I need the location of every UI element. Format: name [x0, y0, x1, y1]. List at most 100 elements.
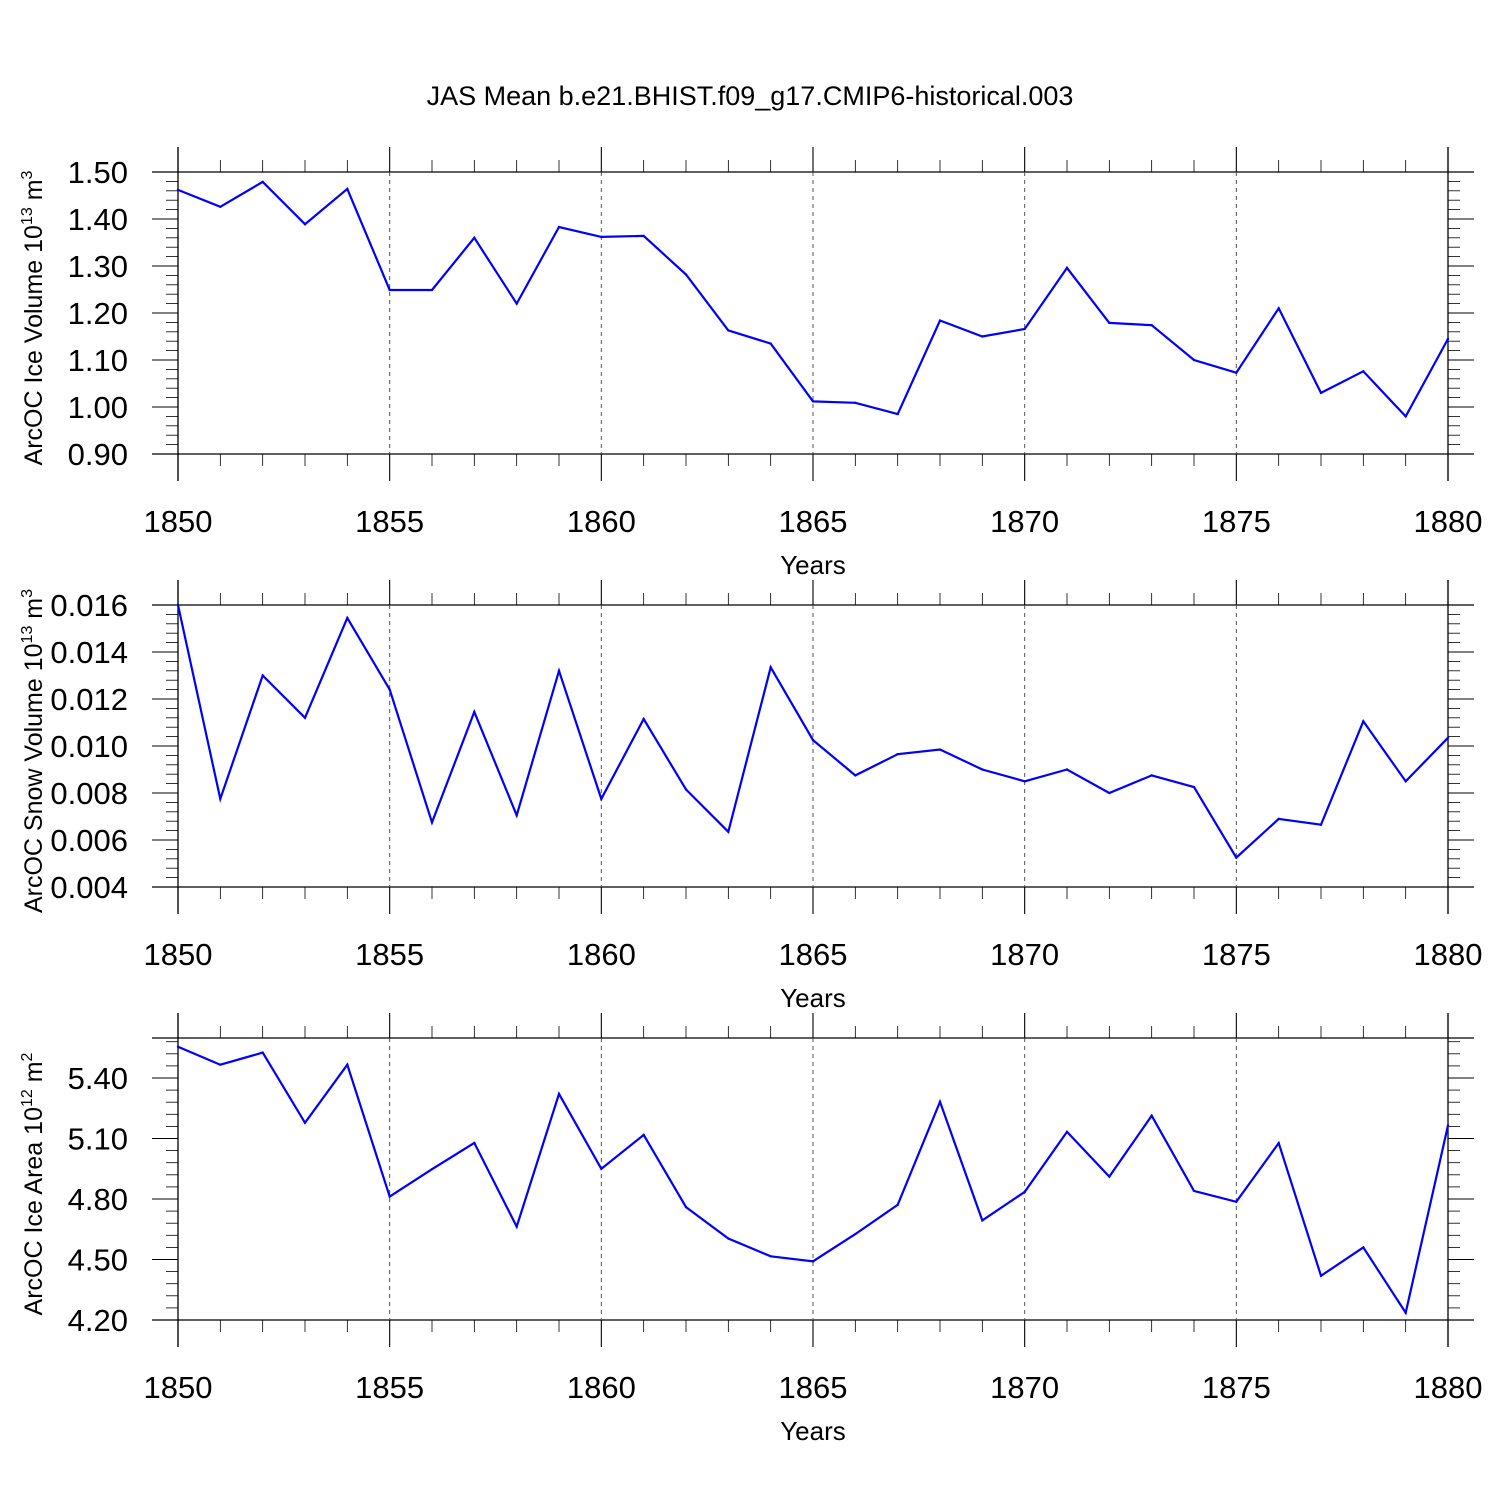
data-point: [430, 821, 434, 824]
y-tick-label: 1.00: [68, 390, 128, 425]
data-point: [388, 1195, 391, 1198]
data-point: [1192, 1189, 1196, 1193]
data-point: [261, 180, 264, 184]
data-point: [557, 1092, 561, 1096]
data-point: [600, 1167, 603, 1170]
data-point: [769, 342, 772, 345]
data-point: [1065, 266, 1069, 270]
data-point: [684, 1205, 688, 1209]
x-tick-label: 1855: [355, 937, 424, 972]
y-tick-label: 5.40: [68, 1061, 128, 1096]
data-point: [473, 710, 476, 714]
data-point: [1362, 1246, 1365, 1249]
x-tick-label: 1880: [1414, 1370, 1483, 1405]
data-point: [1108, 791, 1111, 795]
data-point: [1150, 774, 1153, 777]
x-tick-label: 1870: [990, 1370, 1059, 1405]
data-point: [303, 1121, 307, 1124]
y-axis-title: ArcOC Ice Volume 1013 m3: [19, 170, 48, 465]
data-point: [1150, 1114, 1153, 1117]
x-tick-label: 1870: [990, 937, 1059, 972]
y-axis-title: ArcOC Ice Area 1012 m2: [19, 1052, 48, 1315]
y-tick-label: 4.50: [68, 1243, 128, 1278]
x-axis-title: Years: [780, 983, 846, 1013]
data-point: [1404, 1311, 1407, 1314]
data-point: [515, 1225, 518, 1228]
y-axis-title: ArcOC Snow Volume 1013 m3: [19, 589, 48, 913]
data-point: [811, 1260, 815, 1263]
data-point: [346, 616, 349, 620]
data-point: [1446, 337, 1450, 341]
data-point: [1235, 371, 1238, 374]
data-point: [388, 288, 391, 292]
data-point: [219, 1063, 222, 1066]
y-tick-label: 1.50: [68, 155, 128, 190]
snow-volume-panel: 1850 1855 1860 1865 1870 1875 1880 Years 0.004 0.…: [19, 580, 1482, 1013]
data-point: [303, 222, 307, 226]
y-tick-label: 4.20: [68, 1303, 128, 1338]
snow-volume-series-line: [176, 604, 1449, 860]
y-tick-label: 0.016: [50, 588, 128, 623]
y-tick-label: 4.80: [68, 1182, 128, 1217]
ice-area-panel: 1850 1855 1860 1865 1870 1875 1880 Years 4.20 4.5…: [19, 1013, 1482, 1446]
data-point: [303, 716, 307, 719]
data-point: [1108, 1175, 1111, 1178]
data-point: [1319, 391, 1323, 395]
x-tick-label: 1850: [144, 937, 213, 972]
data-point: [176, 188, 180, 192]
data-point: [854, 401, 857, 404]
y-tick-label: 0.012: [50, 682, 128, 717]
data-point: [727, 830, 730, 833]
x-tick-label: 1880: [1414, 504, 1483, 539]
data-point: [346, 1063, 349, 1066]
data-point: [896, 412, 899, 416]
data-point: [1192, 785, 1196, 789]
data-point: [176, 1045, 180, 1048]
x-tick-label: 1855: [355, 504, 424, 539]
x-tick-label: 1850: [144, 1370, 213, 1405]
data-point: [1235, 856, 1238, 859]
y-tick-label: 0.008: [50, 776, 128, 811]
y-tick-label: 1.20: [68, 296, 128, 331]
chart-title: JAS Mean b.e21.BHIST.f09_g17.CMIP6-histo…: [427, 81, 1074, 111]
x-tick-label: 1860: [567, 1370, 636, 1405]
data-point: [727, 329, 730, 332]
data-point: [600, 797, 603, 801]
data-point: [1277, 307, 1280, 310]
data-point: [1065, 1130, 1069, 1134]
data-point: [219, 797, 222, 801]
data-point: [600, 235, 603, 239]
data-point: [1150, 324, 1153, 327]
data-point: [769, 1255, 772, 1258]
data-point: [557, 225, 561, 229]
data-point: [473, 1141, 476, 1145]
data-point: [727, 1237, 730, 1240]
y-tick-label: 0.004: [50, 870, 128, 905]
x-axis-title: Years: [780, 550, 846, 580]
y-tick-label: 0.90: [68, 437, 128, 472]
data-point: [1404, 780, 1407, 783]
data-point: [896, 1203, 899, 1207]
x-tick-label: 1860: [567, 504, 636, 539]
data-point: [642, 717, 645, 721]
data-point: [346, 187, 349, 191]
x-tick-label: 1880: [1414, 937, 1483, 972]
data-point: [1319, 1274, 1323, 1278]
y-tick-label: 1.30: [68, 249, 128, 284]
x-tick-label: 1875: [1202, 504, 1271, 539]
data-point: [981, 1219, 984, 1222]
data-point: [1277, 817, 1280, 821]
data-point: [388, 688, 391, 691]
data-point: [1277, 1141, 1280, 1145]
data-point: [684, 788, 688, 791]
y-tick-label: 5.10: [68, 1122, 128, 1157]
data-point: [642, 234, 645, 238]
x-axis-title: Years: [780, 1416, 846, 1446]
data-point: [430, 288, 434, 292]
data-point: [261, 674, 264, 677]
data-point: [854, 774, 857, 777]
x-tick-label: 1865: [779, 504, 848, 539]
x-tick-label: 1875: [1202, 1370, 1271, 1405]
x-tick-label: 1865: [779, 937, 848, 972]
